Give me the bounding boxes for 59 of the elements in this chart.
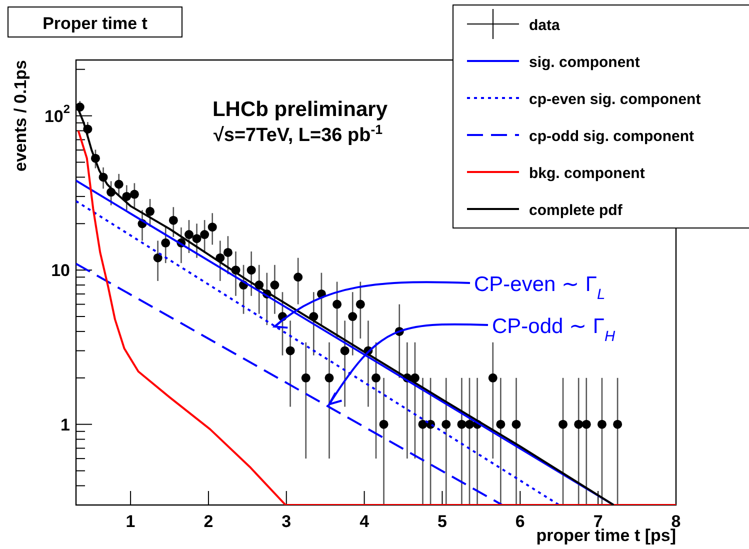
point (410, 373, 420, 382)
x-tick-label: 4 (360, 512, 370, 531)
y-tick-label: 1 (60, 414, 70, 434)
annotation: CP-even ∼ Γ$_{L}$ (474, 273, 606, 303)
x-axis-title: proper time t [ps] (536, 526, 676, 545)
point (558, 420, 568, 429)
point (286, 346, 295, 356)
point (122, 192, 132, 201)
point (442, 420, 451, 429)
point (348, 312, 358, 322)
y-axis-title: events / 0.1ps (11, 60, 30, 172)
point (512, 420, 521, 429)
point (161, 238, 170, 248)
point (332, 300, 342, 309)
x-tick-label: 3 (282, 512, 292, 531)
point (356, 300, 365, 309)
annotation: LHCb preliminary (212, 98, 388, 121)
point (184, 230, 194, 240)
legend-label: complete pdf (529, 202, 624, 219)
legend-label: data (529, 17, 560, 34)
point (75, 102, 84, 112)
point (223, 248, 232, 257)
point (130, 190, 139, 199)
point (457, 420, 466, 429)
point (340, 346, 350, 356)
y-tick-label: 10 (51, 260, 70, 280)
point (200, 230, 210, 240)
point (488, 373, 498, 382)
legend-label: bkg. component (529, 165, 645, 182)
point (496, 420, 506, 429)
point (379, 420, 388, 429)
point (294, 272, 303, 282)
y-tick-label: 10$^{2}$ (44, 102, 70, 126)
point (114, 180, 124, 189)
point (153, 253, 162, 262)
point (301, 373, 310, 382)
legend-label: cp-odd sig. component (529, 128, 694, 145)
point (146, 206, 155, 216)
point (246, 266, 256, 275)
legend-label: cp-even sig. component (529, 91, 701, 108)
legend-label: sig. component (529, 54, 640, 71)
point (613, 420, 622, 429)
point (372, 373, 380, 382)
point (465, 420, 474, 429)
point (582, 420, 591, 429)
point (597, 420, 606, 429)
x-tick-label: 2 (204, 512, 214, 531)
point (208, 222, 217, 232)
annotation: CP-odd ∼ Γ$_{H}$ (492, 315, 616, 345)
point (324, 373, 334, 382)
chart-title: Proper time t (42, 14, 148, 33)
point (270, 280, 280, 290)
point (192, 234, 202, 244)
x-tick-label: 5 (438, 512, 447, 531)
point (168, 216, 178, 225)
point (574, 420, 584, 429)
x-tick-label: 6 (515, 512, 525, 531)
x-tick-label: 1 (126, 512, 136, 531)
annotation: √s=7TeV, L=36 pb$^{-1}$ (213, 122, 384, 146)
